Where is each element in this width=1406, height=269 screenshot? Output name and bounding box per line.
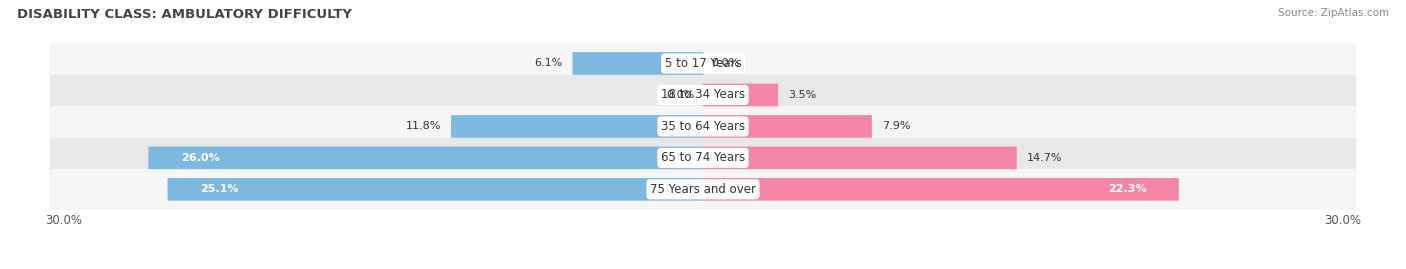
Text: 18 to 34 Years: 18 to 34 Years xyxy=(661,89,745,101)
Text: 0.0%: 0.0% xyxy=(666,90,695,100)
FancyBboxPatch shape xyxy=(572,52,703,75)
FancyBboxPatch shape xyxy=(149,147,703,169)
Text: 7.9%: 7.9% xyxy=(882,121,911,132)
FancyBboxPatch shape xyxy=(451,115,703,138)
Text: 0.0%: 0.0% xyxy=(711,58,740,69)
Text: 22.3%: 22.3% xyxy=(1108,184,1146,194)
Text: 25.1%: 25.1% xyxy=(200,184,239,194)
Text: DISABILITY CLASS: AMBULATORY DIFFICULTY: DISABILITY CLASS: AMBULATORY DIFFICULTY xyxy=(17,8,352,21)
Text: 6.1%: 6.1% xyxy=(534,58,562,69)
FancyBboxPatch shape xyxy=(49,169,1357,210)
FancyBboxPatch shape xyxy=(49,137,1357,178)
Text: 35 to 64 Years: 35 to 64 Years xyxy=(661,120,745,133)
FancyBboxPatch shape xyxy=(703,147,1017,169)
Text: 75 Years and over: 75 Years and over xyxy=(650,183,756,196)
Text: 5 to 17 Years: 5 to 17 Years xyxy=(665,57,741,70)
Text: 14.7%: 14.7% xyxy=(1026,153,1063,163)
FancyBboxPatch shape xyxy=(703,178,1178,201)
FancyBboxPatch shape xyxy=(703,115,872,138)
FancyBboxPatch shape xyxy=(703,84,778,106)
FancyBboxPatch shape xyxy=(49,43,1357,84)
Text: 11.8%: 11.8% xyxy=(405,121,441,132)
Text: 3.5%: 3.5% xyxy=(789,90,817,100)
FancyBboxPatch shape xyxy=(49,106,1357,147)
Text: 26.0%: 26.0% xyxy=(181,153,219,163)
FancyBboxPatch shape xyxy=(167,178,703,201)
Text: 65 to 74 Years: 65 to 74 Years xyxy=(661,151,745,164)
FancyBboxPatch shape xyxy=(49,75,1357,115)
Text: Source: ZipAtlas.com: Source: ZipAtlas.com xyxy=(1278,8,1389,18)
